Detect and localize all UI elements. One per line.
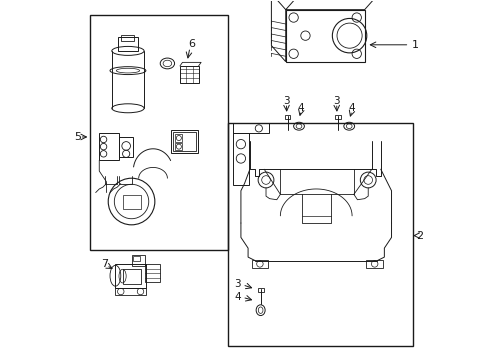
Bar — [180, 66, 198, 83]
Bar — [133, 256, 140, 261]
Bar — [257, 288, 263, 292]
Bar — [118, 37, 138, 51]
Text: 6: 6 — [187, 40, 195, 49]
Bar — [172, 132, 196, 151]
Bar — [121, 36, 134, 41]
Text: 5: 5 — [74, 132, 81, 142]
Bar — [122, 195, 140, 209]
Bar — [99, 134, 119, 160]
Text: 3: 3 — [333, 96, 339, 106]
Bar — [334, 116, 340, 119]
Text: 4: 4 — [234, 292, 241, 302]
Bar — [284, 116, 290, 119]
Bar — [175, 143, 182, 150]
Text: 3: 3 — [283, 96, 289, 106]
Bar — [122, 269, 141, 284]
Text: 4: 4 — [297, 103, 304, 113]
Bar — [251, 260, 267, 268]
Bar — [90, 15, 228, 250]
Bar — [228, 123, 412, 346]
Bar — [119, 137, 133, 157]
Text: 3: 3 — [234, 279, 241, 289]
Bar — [366, 260, 382, 268]
Bar — [285, 10, 364, 62]
Text: 1: 1 — [411, 40, 418, 50]
Bar — [171, 130, 198, 153]
Bar — [131, 255, 145, 266]
Text: 4: 4 — [348, 103, 355, 113]
Text: 7: 7 — [101, 259, 108, 269]
Bar — [115, 288, 145, 295]
Bar — [233, 123, 268, 134]
Bar — [175, 134, 182, 141]
Text: 2: 2 — [415, 231, 422, 240]
Bar — [115, 264, 145, 288]
Bar — [145, 264, 159, 282]
Bar — [233, 134, 249, 185]
